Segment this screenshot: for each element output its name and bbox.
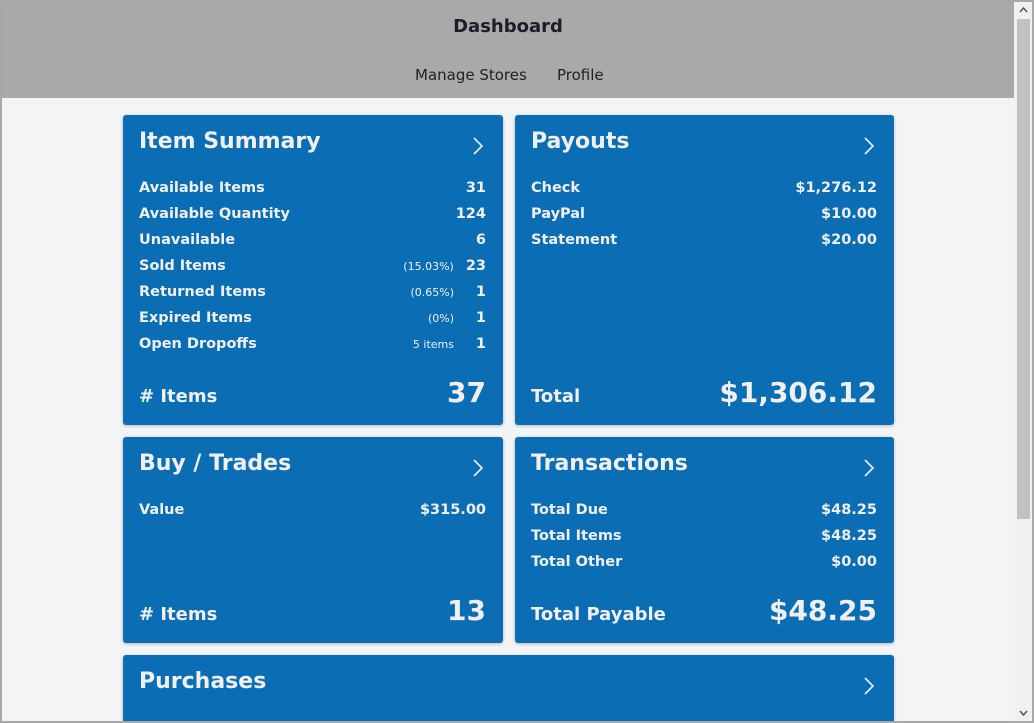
card-title: Payouts bbox=[531, 129, 630, 154]
row-label: Total Other bbox=[531, 554, 623, 570]
row: Returned Items (0.65%) 1 bbox=[139, 279, 486, 305]
page-title: Dashboard bbox=[453, 16, 563, 37]
card-title: Item Summary bbox=[139, 129, 321, 154]
footer-label: Total Payable bbox=[531, 604, 666, 625]
footer-label: Total bbox=[531, 386, 581, 407]
row-note: (0.65%) bbox=[410, 286, 454, 299]
row: Total Items $48.25 bbox=[531, 523, 877, 549]
row-value: 1 bbox=[475, 336, 486, 352]
row-label: Open Dropoffs bbox=[139, 336, 257, 352]
scroll-up[interactable] bbox=[1015, 2, 1032, 19]
row-label: PayPal bbox=[531, 206, 586, 222]
row-value: $1,276.12 bbox=[795, 180, 877, 196]
row-label: Returned Items bbox=[139, 284, 266, 300]
row-value: 31 bbox=[465, 180, 486, 196]
scrollbar[interactable] bbox=[1015, 2, 1032, 721]
card-title: Buy / Trades bbox=[139, 451, 292, 476]
row-label: Sold Items bbox=[139, 258, 226, 274]
footer: # Items 13 bbox=[139, 594, 486, 627]
rows: Available Items 31 Available Quantity 124 Un… bbox=[139, 175, 486, 357]
card[interactable]: Transactions Total Due $48.25 Total Items $4… bbox=[515, 437, 894, 643]
chevron[interactable] bbox=[473, 459, 484, 481]
row-label: Check bbox=[531, 180, 581, 196]
row-label: Unavailable bbox=[139, 232, 236, 248]
footer: Total $1,306.12 bbox=[531, 376, 877, 409]
row-value: $48.25 bbox=[821, 528, 877, 544]
row-note: 5 items bbox=[412, 338, 454, 351]
row-value: $10.00 bbox=[821, 206, 877, 222]
row-note: (0%) bbox=[427, 312, 454, 325]
card-title: Transactions bbox=[531, 451, 688, 476]
footer: # Items 37 bbox=[139, 376, 486, 409]
scroll-down[interactable] bbox=[1015, 704, 1032, 721]
row-value: $48.25 bbox=[821, 502, 877, 518]
row-value: $315.00 bbox=[419, 502, 486, 518]
row: Value $315.00 bbox=[139, 497, 486, 523]
row: PayPal $10.00 bbox=[531, 201, 877, 227]
row: Available Quantity 124 bbox=[139, 201, 486, 227]
row-label: Expired Items bbox=[139, 310, 252, 326]
card-title: Purchases bbox=[139, 669, 267, 694]
scroll-thumb[interactable] bbox=[1017, 19, 1030, 519]
rows: Total Due $48.25 Total Items $48.25 Total Ot… bbox=[531, 497, 877, 575]
row: Statement $20.00 bbox=[531, 227, 877, 253]
row-value: 1 bbox=[475, 284, 486, 300]
row: Unavailable 6 bbox=[139, 227, 486, 253]
chevron[interactable] bbox=[864, 137, 875, 159]
chevron[interactable] bbox=[864, 459, 875, 481]
footer-value: $48.25 bbox=[768, 594, 877, 627]
footer: Total Payable $48.25 bbox=[531, 594, 877, 627]
card[interactable]: Purchases bbox=[123, 655, 894, 721]
row-label: Available Quantity bbox=[139, 206, 290, 222]
chevron[interactable] bbox=[864, 677, 875, 699]
row-value: 124 bbox=[455, 206, 486, 222]
card[interactable]: Item Summary Available Items 31 Available Q… bbox=[123, 115, 503, 425]
nav-link[interactable]: Profile bbox=[557, 66, 604, 84]
row-label: Total Items bbox=[531, 528, 622, 544]
row-label: Statement bbox=[531, 232, 618, 248]
row-value: $20.00 bbox=[821, 232, 877, 248]
row: Check $1,276.12 bbox=[531, 175, 877, 201]
chevron[interactable] bbox=[473, 137, 484, 159]
card[interactable]: Buy / Trades Value $315.00 # Items 13 bbox=[123, 437, 503, 643]
row-note: (15.03%) bbox=[403, 260, 454, 273]
row: Total Other $0.00 bbox=[531, 549, 877, 575]
card[interactable]: Payouts Check $1,276.12 PayPal $10.00 Stateme… bbox=[515, 115, 894, 425]
row: Sold Items (15.03%) 23 bbox=[139, 253, 486, 279]
row: Expired Items (0%) 1 bbox=[139, 305, 486, 331]
row-value: 23 bbox=[465, 258, 486, 274]
footer-value: 13 bbox=[447, 594, 486, 627]
row: Total Due $48.25 bbox=[531, 497, 877, 523]
footer-label: # Items bbox=[139, 386, 218, 407]
row-value: $0.00 bbox=[831, 554, 877, 570]
footer-value: $1,306.12 bbox=[719, 376, 877, 409]
rows: Value $315.00 bbox=[139, 497, 486, 523]
footer-value: 37 bbox=[447, 376, 486, 409]
row: Open Dropoffs 5 items 1 bbox=[139, 331, 486, 357]
row: Available Items 31 bbox=[139, 175, 486, 201]
row-label: Available Items bbox=[139, 180, 265, 196]
row-value: 1 bbox=[475, 310, 486, 326]
footer-label: # Items bbox=[139, 604, 218, 625]
row-label: Value bbox=[139, 502, 185, 518]
row-label: Total Due bbox=[531, 502, 608, 518]
nav-link[interactable]: Manage Stores bbox=[415, 66, 527, 84]
row-value: 6 bbox=[475, 232, 486, 248]
rows: Check $1,276.12 PayPal $10.00 Statement $20.0… bbox=[531, 175, 877, 253]
header: Dashboard Manage Stores Profile bbox=[2, 2, 1014, 98]
